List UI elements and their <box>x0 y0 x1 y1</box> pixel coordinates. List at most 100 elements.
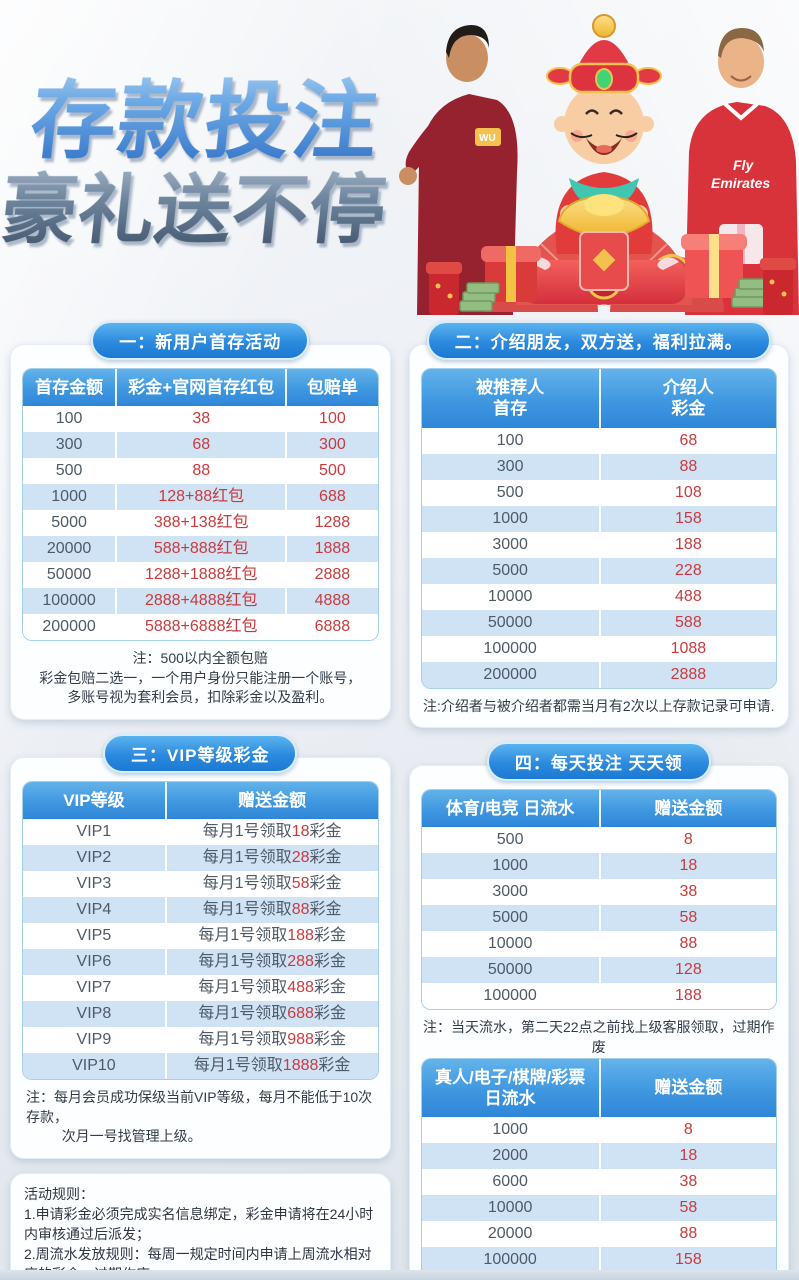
column-header: 真人/电子/棋牌/彩票 日流水 <box>421 1058 599 1118</box>
table-row: 300 88 <box>421 453 776 480</box>
table-cell: VIP9 <box>76 1031 112 1049</box>
table-row: 200000 2888 <box>421 661 776 688</box>
table-cell: 1888 <box>285 536 377 563</box>
table-cell: 18 <box>598 853 776 880</box>
table-cell: 100000 <box>483 1251 537 1269</box>
section-title-pill-4: 四：每天投注 天天领 <box>486 742 711 782</box>
section-title-pill-1: 一：新用户首存活动 <box>91 321 310 360</box>
table-cell: 5888+6888红包 <box>115 614 285 641</box>
table-row: 3000 188 <box>421 531 776 558</box>
table-cell: 1000 <box>51 488 87 506</box>
table-cell: 4888 <box>285 588 377 615</box>
table-row: 200000 5888+6888红包 6888 <box>23 614 378 641</box>
table-cell: 50000 <box>487 961 533 979</box>
table-cell: 588 <box>598 609 776 636</box>
table-cell: 388+138红包 <box>115 510 285 537</box>
table-row: 1000 128+88红包 688 <box>23 484 378 511</box>
table-cell: 488 <box>598 583 776 610</box>
table-row: 50000 128 <box>421 957 776 984</box>
table-cell: 100 <box>55 410 83 428</box>
table-cell: 100000 <box>483 987 537 1005</box>
footer-strip <box>0 1270 799 1280</box>
column-header: 包赔单 <box>285 369 378 407</box>
table-cell: 50000 <box>487 613 533 631</box>
table-cell: 500 <box>55 462 83 480</box>
table-cell: 2000 <box>492 1147 528 1165</box>
table-row: 20000 88 <box>421 1221 776 1248</box>
table-cell: VIP8 <box>76 1005 112 1023</box>
table-row: 1000 158 <box>421 505 776 532</box>
god-of-wealth-figure <box>546 14 662 291</box>
table-cell: VIP7 <box>76 979 112 997</box>
table-cell: 1288+1888红包 <box>115 562 285 589</box>
table-row: VIP5 每月1号领取188彩金 <box>23 923 378 950</box>
table-cell: 10000 <box>487 587 533 605</box>
banner-title-line2: 豪礼送不停 <box>0 148 393 258</box>
table-cell: 8 <box>598 1117 776 1144</box>
column-header: 彩金+官网首存红包 <box>115 369 286 407</box>
table-cell: 每月1号领取688彩金 <box>164 1001 378 1028</box>
promo-banner: WU Fly Emirates <box>0 0 799 315</box>
table-cell: 2888+4888红包 <box>115 588 285 615</box>
table-cell: VIP5 <box>76 927 112 945</box>
table-cell: 300 <box>496 457 524 475</box>
sports-turnover-table: 体育/电竞 日流水 赠送金额 500 8 1000 18 3000 38 5000 58 10000… <box>420 789 777 1011</box>
table-row: 300 68 300 <box>23 432 378 459</box>
table-cell: 188 <box>598 531 776 558</box>
table-row: 100000 188 <box>421 983 776 1010</box>
table-cell: 1000 <box>492 509 528 527</box>
red-envelope-icon <box>579 231 629 291</box>
section-title-pill-3: 三：VIP等级彩金 <box>103 734 298 774</box>
table-cell: 8 <box>598 827 776 854</box>
table-row: VIP9 每月1号领取988彩金 <box>23 1027 378 1054</box>
section-title-2: 二：介绍朋友，双方送，福利拉满。 <box>454 333 743 352</box>
column-header: 赠送金额 <box>598 1058 776 1118</box>
table-cell: 每月1号领取28彩金 <box>164 845 378 872</box>
table-cell: 500 <box>285 458 377 485</box>
table-cell: 38 <box>598 1169 776 1196</box>
table-cell: 68 <box>598 427 776 454</box>
text-line: 注：当天流水，第二天22点之前找上级客服领取，过期作废 <box>422 1019 775 1055</box>
table-cell: 每月1号领取488彩金 <box>164 975 378 1002</box>
section-title-pill-2: 二：介绍朋友，双方送，福利拉满。 <box>426 321 771 360</box>
table-cell: 100000 <box>42 592 96 610</box>
section-vip-bonus: 三：VIP等级彩金 VIP等级 赠送金额 VIP1 每月1号领取18彩金 VIP2 每月1… <box>10 734 391 1160</box>
gift-box-icon <box>481 224 763 302</box>
table-row: 20000 588+888红包 1888 <box>23 536 378 563</box>
column-header: 赠送金额 <box>598 790 776 828</box>
svg-text:Emirates: Emirates <box>711 175 770 191</box>
vip-bonus-note: 注：每月会员成功保级当前VIP等级，每月不能低于10次存款， 次月一号找管理上级。 <box>22 1088 379 1147</box>
table-cell: 6888 <box>285 614 377 641</box>
first-deposit-card: 首存金额 彩金+官网首存红包 包赔单 100 38 100 300 68 300 500 88 500… <box>10 344 391 721</box>
table-row: VIP10 每月1号领取1888彩金 <box>23 1053 378 1080</box>
table-row: VIP1 每月1号领取18彩金 <box>23 819 378 846</box>
text-line: 注:介绍者与被介绍者都需当月有2次以上存款记录可申请. <box>422 697 775 714</box>
table-cell: VIP4 <box>76 901 112 919</box>
table-row: 2000 18 <box>421 1143 776 1170</box>
table-row: VIP7 每月1号领取488彩金 <box>23 975 378 1002</box>
banner-illustration: WU Fly Emirates <box>399 14 799 315</box>
column-header: 体育/电竞 日流水 <box>421 790 599 828</box>
table-cell: 每月1号领取988彩金 <box>164 1027 378 1054</box>
text-line: 注：每月会员成功保级当前VIP等级，每月不能低于10次存款， <box>26 1089 373 1125</box>
text-line: 活动规则： <box>24 1186 94 1203</box>
table-cell: 58 <box>598 1195 776 1222</box>
daily-bet-card: 体育/电竞 日流水 赠送金额 500 8 1000 18 3000 38 5000 58 10000… <box>408 765 789 1280</box>
table-cell: 500 <box>496 831 524 849</box>
table-cell: 1088 <box>598 635 776 662</box>
table-cell: 88 <box>598 1221 776 1248</box>
sports-turnover-note: 注：当天流水，第二天22点之前找上级客服领取，过期作废 <box>421 1018 778 1057</box>
table-cell: 2888 <box>598 661 776 688</box>
table-cell: 每月1号领取18彩金 <box>164 819 378 846</box>
first-deposit-note: 注：500以内全额包赔 彩金包赔二选一，一个用户身份只能注册一个账号， 多账号视为套… <box>22 649 379 708</box>
gold-ingot-icon <box>557 194 651 238</box>
table-cell: 6000 <box>492 1173 528 1191</box>
table-cell: 2888 <box>285 562 377 589</box>
section-first-deposit: 一：新用户首存活动 首存金额 彩金+官网首存红包 包赔单 100 38 100 300 68 3… <box>10 321 391 721</box>
table-row: VIP6 每月1号领取288彩金 <box>23 949 378 976</box>
referral-table: 被推荐人 首存 介绍人 彩金 100 68 300 88 500 108 1000 158 3000 18… <box>420 368 777 689</box>
svg-text:WU: WU <box>479 133 496 144</box>
referral-note: 注:介绍者与被介绍者都需当月有2次以上存款记录可申请. <box>421 697 778 717</box>
table-cell: 128 <box>598 957 776 984</box>
